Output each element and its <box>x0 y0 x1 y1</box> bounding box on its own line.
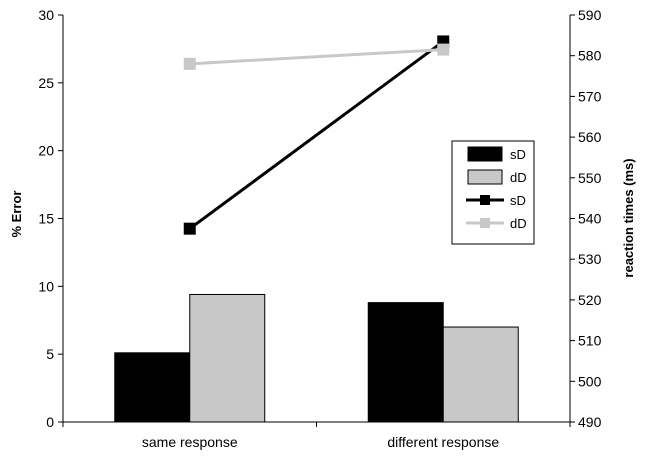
bar-dD-0 <box>189 293 266 423</box>
bar-sD-1 <box>367 302 444 423</box>
left-tick-label: 20 <box>38 143 54 159</box>
right-tick-label: 500 <box>578 373 602 389</box>
line-sD <box>188 40 445 230</box>
legend-bar-swatch <box>467 146 503 162</box>
right-tick-label: 590 <box>578 7 602 23</box>
legend: sD dD sD dD <box>451 140 535 245</box>
right-tick-label: 490 <box>578 414 602 430</box>
bar-series-group <box>114 293 519 423</box>
bar-sD-0 <box>114 352 191 423</box>
left-tick-label: 10 <box>38 278 54 294</box>
legend-label: sD <box>510 147 526 162</box>
bar-dD-1 <box>442 326 519 423</box>
left-tick-label: 5 <box>46 346 54 362</box>
left-tick-label: 25 <box>38 75 54 91</box>
left-axis-title: % Error <box>9 191 24 238</box>
point-dD-1 <box>437 43 450 56</box>
x-category-label: same response <box>142 434 238 450</box>
left-tick-label: 0 <box>46 414 54 430</box>
legend-bar-swatch <box>467 169 503 185</box>
x-axis: same response different response <box>62 422 571 450</box>
legend-label: sD <box>510 193 526 208</box>
left-tick-label: 15 <box>38 211 54 227</box>
right-tick-label: 510 <box>578 333 602 349</box>
left-tick-label: 30 <box>38 7 54 23</box>
right-tick-label: 530 <box>578 251 602 267</box>
right-axis-title: reaction times (ms) <box>621 158 636 277</box>
right-tick-label: 540 <box>578 211 602 227</box>
legend-marker-swatch <box>480 218 490 228</box>
legend-marker-swatch <box>480 195 490 205</box>
left-y-axis: 0 5 10 15 20 25 30 <box>38 7 63 430</box>
point-dD-0 <box>183 57 196 70</box>
right-tick-label: 570 <box>578 88 602 104</box>
point-sD-0 <box>183 222 196 235</box>
right-tick-label: 520 <box>578 292 602 308</box>
right-y-axis: 490 500 510 520 530 540 550 560 570 580 590 <box>570 7 602 430</box>
right-tick-label: 580 <box>578 48 602 64</box>
right-tick-label: 560 <box>578 129 602 145</box>
legend-label: dD <box>510 216 527 231</box>
legend-label: dD <box>510 170 527 185</box>
line-series-group <box>183 35 450 235</box>
x-category-label: different response <box>387 434 499 450</box>
line-dD <box>189 48 444 66</box>
right-tick-label: 550 <box>578 170 602 186</box>
